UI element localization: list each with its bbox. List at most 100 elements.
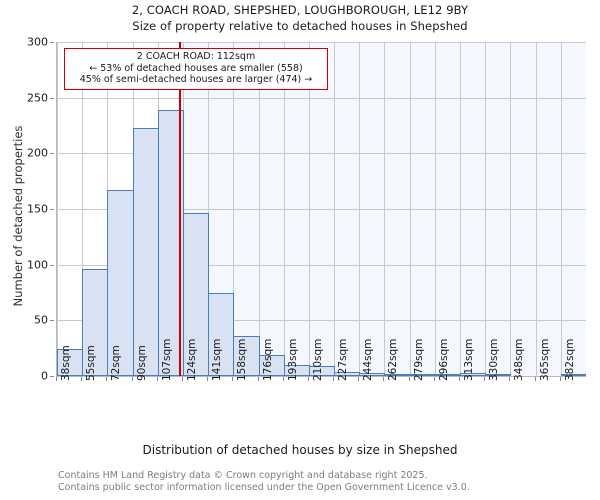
y-axis-title: Number of detached properties bbox=[11, 125, 25, 307]
histogram-bar bbox=[233, 335, 260, 376]
x-axis-tick-label: 124sqm bbox=[185, 338, 198, 381]
x-axis-tick-mark bbox=[383, 377, 384, 381]
gridline-vertical bbox=[510, 42, 511, 376]
gridline-vertical bbox=[309, 42, 310, 376]
x-axis-tick-mark bbox=[106, 377, 107, 381]
x-axis-tick-label: 348sqm bbox=[513, 338, 526, 381]
gridline-vertical bbox=[536, 42, 537, 376]
x-axis-tick-mark bbox=[81, 377, 82, 381]
gridline-vertical bbox=[334, 42, 335, 376]
y-axis-tick-mark bbox=[50, 376, 54, 377]
x-axis-tick-label: 210sqm bbox=[311, 338, 324, 381]
y-axis-tick-mark bbox=[50, 97, 54, 99]
title-subtitle: Size of property relative to detached ho… bbox=[132, 19, 468, 33]
x-axis-tick-mark bbox=[560, 377, 561, 381]
y-axis-tick-mark bbox=[50, 42, 54, 43]
x-axis-tick-label: 193sqm bbox=[286, 338, 299, 381]
gridline-horizontal bbox=[57, 209, 586, 210]
y-axis-tick-label: 200 bbox=[27, 146, 48, 160]
footer-line-copyright: Contains HM Land Registry data © Crown c… bbox=[58, 470, 428, 481]
footer: Contains HM Land Registry data © Crown c… bbox=[58, 470, 598, 493]
x-axis-title: Distribution of detached houses by size … bbox=[142, 443, 458, 457]
x-axis-tick-mark bbox=[434, 377, 435, 381]
gridline-horizontal bbox=[57, 264, 586, 266]
gridline-vertical bbox=[460, 42, 461, 376]
histogram-bar bbox=[208, 292, 234, 376]
y-axis-tick-label: 150 bbox=[27, 202, 48, 216]
gridline-vertical bbox=[384, 42, 385, 376]
x-axis-tick-mark bbox=[535, 377, 536, 381]
property-marker-line bbox=[179, 42, 182, 376]
x-axis-tick-mark bbox=[258, 377, 259, 381]
gridline-vertical bbox=[208, 42, 209, 376]
x-axis-tick-label: 279sqm bbox=[412, 338, 425, 381]
x-axis-tick-mark bbox=[308, 377, 309, 381]
x-axis-tick-mark bbox=[132, 377, 133, 381]
x-axis-tick-label: 158sqm bbox=[236, 338, 249, 381]
annotation-line-smaller: ← 53% of detached houses are smaller (55… bbox=[89, 62, 303, 74]
gridline-horizontal bbox=[57, 42, 586, 43]
x-axis-tick-mark bbox=[459, 377, 460, 381]
annotation-line-property: 2 COACH ROAD: 112sqm bbox=[136, 51, 256, 62]
x-axis-tick-label: 107sqm bbox=[160, 338, 173, 381]
y-axis-tick-label: 250 bbox=[27, 91, 48, 105]
annotation-box: 2 COACH ROAD: 112sqm ← 53% of detached h… bbox=[64, 48, 328, 90]
y-axis-tick-mark bbox=[50, 153, 54, 155]
gridline-vertical bbox=[284, 42, 285, 376]
x-axis-tick-label: 55sqm bbox=[85, 345, 98, 381]
gridline-vertical bbox=[259, 42, 260, 376]
y-axis-tick-label: 0 bbox=[41, 369, 48, 383]
gridline-vertical bbox=[410, 42, 411, 376]
x-axis-tick-mark bbox=[484, 377, 485, 381]
gridline-vertical bbox=[561, 42, 562, 376]
x-axis-tick-mark bbox=[283, 377, 284, 381]
gridline-vertical bbox=[233, 42, 234, 376]
annotation-line-larger: 45% of semi-detached houses are larger (… bbox=[79, 74, 313, 85]
gridline-vertical bbox=[82, 42, 83, 376]
x-axis-tick-mark bbox=[182, 377, 183, 381]
x-axis-tick-label: 365sqm bbox=[538, 338, 551, 381]
x-axis-tick-label: 262sqm bbox=[387, 338, 400, 381]
y-axis-tick-mark bbox=[50, 209, 54, 210]
histogram-bar bbox=[133, 127, 159, 376]
footer-line-licence: Contains public sector information licen… bbox=[58, 481, 470, 493]
gridline-vertical bbox=[57, 42, 58, 376]
x-axis-tick-label: 176sqm bbox=[261, 338, 274, 381]
x-axis-tick-label: 227sqm bbox=[337, 338, 350, 381]
gridline-vertical bbox=[435, 42, 436, 376]
histogram-bar bbox=[485, 374, 511, 376]
x-axis-tick-mark bbox=[207, 377, 208, 381]
histogram-bar bbox=[561, 374, 586, 376]
x-axis-tick-mark bbox=[333, 377, 334, 381]
histogram-bar bbox=[82, 269, 108, 376]
page-title: 2, COACH ROAD, SHEPSHED, LOUGHBOROUGH, L… bbox=[0, 2, 600, 34]
gridline-horizontal bbox=[57, 320, 586, 322]
x-axis-tick-mark bbox=[409, 377, 410, 381]
y-axis-tick-label: 100 bbox=[27, 258, 48, 272]
x-axis-tick-label: 38sqm bbox=[60, 345, 72, 381]
x-axis-tick-label: 141sqm bbox=[211, 338, 224, 381]
plot-area bbox=[56, 42, 586, 377]
x-axis-tick-label: 313sqm bbox=[463, 338, 476, 381]
y-axis-tick-mark bbox=[50, 264, 54, 266]
x-axis-tick-mark bbox=[232, 377, 233, 381]
x-axis-tick-label: 244sqm bbox=[362, 338, 375, 381]
x-axis-tick-mark bbox=[56, 377, 57, 381]
x-axis-tick-label: 90sqm bbox=[135, 345, 148, 381]
y-axis-tick-label: 300 bbox=[27, 35, 48, 49]
x-axis-tick-mark bbox=[358, 377, 359, 381]
gridline-horizontal bbox=[57, 153, 586, 155]
gridline-vertical bbox=[485, 42, 486, 376]
gridline-horizontal bbox=[57, 97, 586, 99]
histogram-bar bbox=[309, 365, 335, 376]
x-axis-tick-mark bbox=[157, 377, 158, 381]
x-axis-tick-label: 296sqm bbox=[437, 338, 450, 381]
x-axis-tick-label: 382sqm bbox=[563, 338, 576, 381]
y-axis-tick-mark bbox=[50, 320, 54, 322]
gridline-vertical bbox=[359, 42, 360, 376]
x-axis-tick-label: 72sqm bbox=[110, 345, 123, 381]
title-address: 2, COACH ROAD, SHEPSHED, LOUGHBOROUGH, L… bbox=[131, 3, 469, 17]
y-axis: 0 50 100 150 200 250 300 bbox=[0, 36, 54, 383]
y-axis-tick-label: 50 bbox=[34, 313, 48, 327]
